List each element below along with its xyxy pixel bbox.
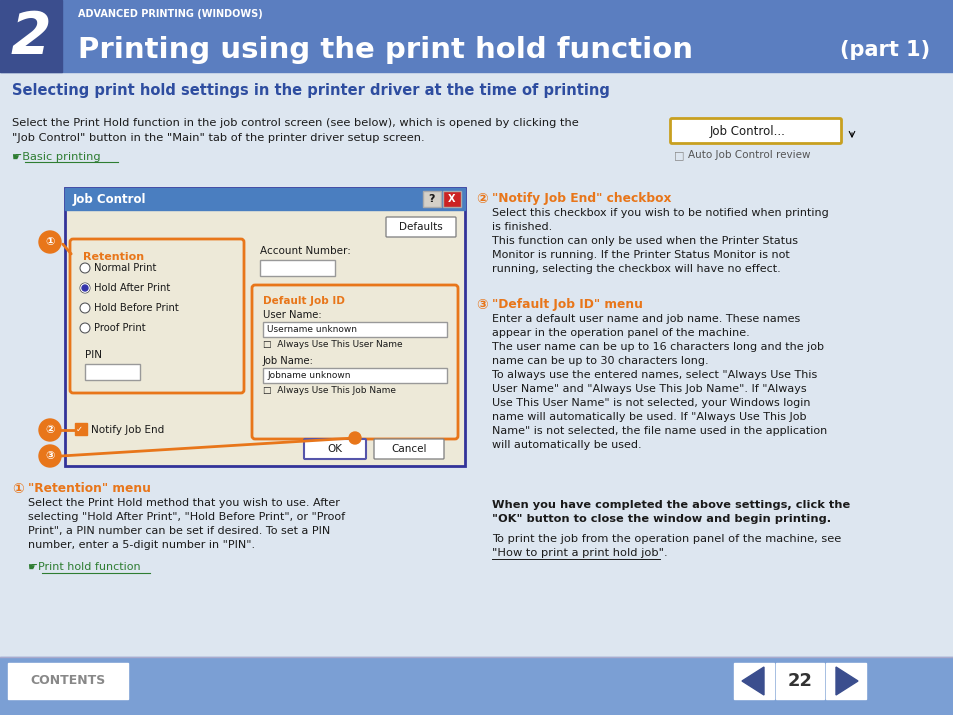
Text: Default Job ID: Default Job ID <box>263 296 345 306</box>
Text: User Name:: User Name: <box>263 310 321 320</box>
FancyBboxPatch shape <box>252 285 457 439</box>
Text: □  Always Use This User Name: □ Always Use This User Name <box>263 340 402 349</box>
Text: ②: ② <box>476 192 487 206</box>
Text: OK: OK <box>327 444 342 454</box>
Text: Enter a default user name and job name. These names
appear in the operation pane: Enter a default user name and job name. … <box>492 314 826 450</box>
Text: Retention: Retention <box>83 252 144 262</box>
Circle shape <box>82 285 88 291</box>
Text: To print the job from the operation panel of the machine, see: To print the job from the operation pane… <box>492 534 841 544</box>
Text: ①: ① <box>45 237 54 247</box>
Text: Proof Print: Proof Print <box>94 323 146 333</box>
Text: Hold After Print: Hold After Print <box>94 283 170 293</box>
Text: ③: ③ <box>45 451 54 461</box>
Bar <box>75 423 87 435</box>
Text: ①: ① <box>12 482 24 496</box>
Text: Job Control...: Job Control... <box>709 124 785 137</box>
Bar <box>775 663 823 699</box>
Text: ☛Basic printing: ☛Basic printing <box>12 152 100 162</box>
Text: 2: 2 <box>10 9 51 66</box>
Text: X: X <box>448 194 456 204</box>
Bar <box>8 663 128 699</box>
Bar <box>0 72 953 657</box>
Text: 22: 22 <box>786 672 812 690</box>
Text: Account Number:: Account Number: <box>260 246 351 256</box>
Bar <box>0 657 953 715</box>
Text: Selecting print hold settings in the printer driver at the time of printing: Selecting print hold settings in the pri… <box>12 82 609 97</box>
Text: Jobname unknown: Jobname unknown <box>267 371 350 380</box>
Text: □: □ <box>673 150 684 160</box>
FancyBboxPatch shape <box>386 217 456 237</box>
Text: Printing using the print hold function: Printing using the print hold function <box>78 36 692 64</box>
Circle shape <box>80 283 90 293</box>
Text: ADVANCED PRINTING (WINDOWS): ADVANCED PRINTING (WINDOWS) <box>78 9 262 19</box>
Text: PIN: PIN <box>85 350 102 360</box>
Text: Username unknown: Username unknown <box>267 325 356 334</box>
Text: "Default Job ID" menu: "Default Job ID" menu <box>492 298 642 311</box>
FancyBboxPatch shape <box>374 439 443 459</box>
Circle shape <box>349 432 360 444</box>
Polygon shape <box>741 667 763 695</box>
Circle shape <box>80 303 90 313</box>
Text: Notify Job End: Notify Job End <box>91 425 164 435</box>
Text: Select this checkbox if you wish to be notified when printing
is finished.
This : Select this checkbox if you wish to be n… <box>492 208 828 274</box>
Bar <box>0 0 953 72</box>
Text: ③: ③ <box>476 298 487 312</box>
Text: ✓: ✓ <box>75 425 82 433</box>
Bar <box>0 0 62 72</box>
Bar <box>65 188 464 466</box>
Bar <box>85 364 140 380</box>
Text: Auto Job Control review: Auto Job Control review <box>687 150 810 160</box>
Circle shape <box>39 419 61 441</box>
Text: "Retention" menu: "Retention" menu <box>28 482 151 495</box>
Circle shape <box>39 445 61 467</box>
Bar <box>263 368 447 383</box>
FancyBboxPatch shape <box>304 439 366 459</box>
Text: CONTENTS: CONTENTS <box>30 674 106 688</box>
Circle shape <box>80 263 90 273</box>
Text: "How to print a print hold job".: "How to print a print hold job". <box>492 548 667 558</box>
Circle shape <box>39 231 61 253</box>
Text: Job Name:: Job Name: <box>263 356 314 366</box>
Text: ☛Print hold function: ☛Print hold function <box>28 562 140 572</box>
Bar <box>65 188 464 210</box>
FancyBboxPatch shape <box>670 119 841 144</box>
Text: Cancel: Cancel <box>391 444 426 454</box>
Text: When you have completed the above settings, click the
"OK" button to close the w: When you have completed the above settin… <box>492 500 849 524</box>
FancyBboxPatch shape <box>70 239 244 393</box>
Text: Job Control: Job Control <box>73 192 147 205</box>
Bar <box>260 260 335 276</box>
Text: □  Always Use This Job Name: □ Always Use This Job Name <box>263 386 395 395</box>
Text: ②: ② <box>45 425 54 435</box>
Bar <box>733 663 773 699</box>
Text: Defaults: Defaults <box>398 222 442 232</box>
Text: Select the Print Hold method that you wish to use. After
selecting "Hold After P: Select the Print Hold method that you wi… <box>28 498 345 550</box>
Bar <box>442 191 460 207</box>
Bar <box>263 322 447 337</box>
Circle shape <box>80 323 90 333</box>
Bar <box>825 663 865 699</box>
Polygon shape <box>835 667 857 695</box>
Text: Normal Print: Normal Print <box>94 263 156 273</box>
Text: Hold Before Print: Hold Before Print <box>94 303 178 313</box>
Text: ?: ? <box>428 194 435 204</box>
Bar <box>422 191 440 207</box>
Text: Select the Print Hold function in the job control screen (see below), which is o: Select the Print Hold function in the jo… <box>12 118 578 143</box>
Text: (part 1): (part 1) <box>840 40 929 60</box>
Text: "Notify Job End" checkbox: "Notify Job End" checkbox <box>492 192 671 205</box>
